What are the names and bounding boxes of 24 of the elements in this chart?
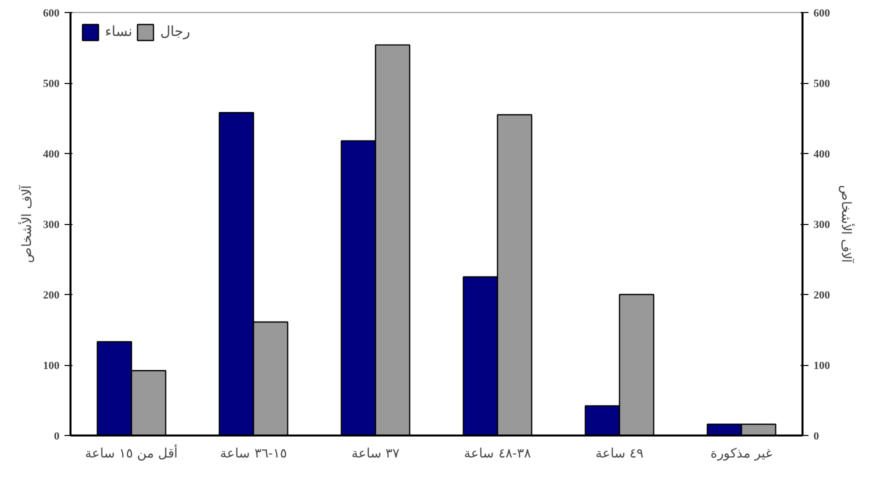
x-tick-label: ٣٨-٤٨ ساعة	[464, 446, 531, 462]
y-tick-label: 200	[43, 290, 60, 302]
y-tick-label: 300	[43, 219, 60, 231]
y2-tick-label: 600	[814, 8, 830, 20]
legend-label: نساء	[105, 24, 132, 40]
y2-tick-label: 400	[814, 148, 830, 160]
y-tick-label: 400	[43, 148, 60, 160]
y-tick-label: 0	[54, 430, 60, 442]
y2-tick-label: 500	[814, 78, 830, 90]
x-tick-label: ٤٩ ساعة	[595, 446, 644, 462]
y2-tick-label: 300	[814, 219, 830, 231]
x-tick-label: ١٥-٣٦ ساعة	[220, 446, 287, 462]
y2-tick-label: 0	[814, 430, 820, 442]
x-tick-label: ٣٧ ساعة	[351, 446, 400, 462]
y-axis-title: آلاف الأشخاص	[18, 184, 35, 264]
y-tick-label: 100	[43, 360, 60, 372]
x-tick-label: غير مذكورة	[710, 446, 773, 462]
y2-tick-label: 200	[814, 290, 830, 302]
legend-label: رجال	[160, 24, 190, 40]
y-tick-label: 600	[43, 8, 60, 20]
y2-tick-label: 100	[814, 360, 830, 372]
x-tick-label: أقل من ١٥ ساعة	[84, 444, 178, 462]
y-tick-label: 500	[43, 78, 60, 90]
y2-axis-title: آلاف الأشخاص	[838, 184, 855, 264]
